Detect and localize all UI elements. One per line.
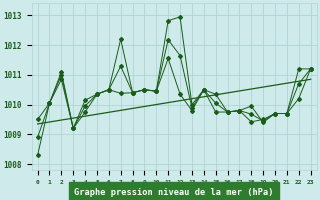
X-axis label: Graphe pression niveau de la mer (hPa): Graphe pression niveau de la mer (hPa) bbox=[74, 188, 274, 197]
